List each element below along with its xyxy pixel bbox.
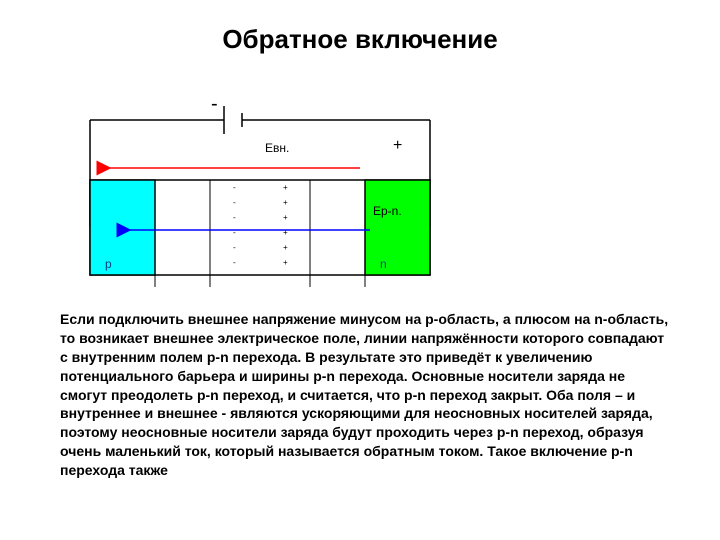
scale-ticks bbox=[155, 275, 365, 287]
plus-sign: + bbox=[393, 137, 402, 154]
svg-text:-: - bbox=[233, 198, 236, 207]
n-region bbox=[365, 180, 430, 275]
svg-text:+: + bbox=[283, 243, 288, 252]
svg-text:-: - bbox=[233, 183, 236, 192]
page-title: Обратное включение bbox=[0, 24, 720, 55]
external-field-label: Евн. bbox=[265, 141, 289, 155]
svg-text:+: + bbox=[283, 183, 288, 192]
internal-field-label: Еp-n. bbox=[373, 204, 402, 218]
charge-symbols: -+ -+ -+ -+ -+ -+ bbox=[233, 183, 288, 267]
svg-text:+: + bbox=[283, 213, 288, 222]
minus-sign: - bbox=[211, 93, 218, 115]
svg-text:-: - bbox=[233, 258, 236, 267]
svg-text:-: - bbox=[233, 213, 236, 222]
svg-text:+: + bbox=[283, 198, 288, 207]
n-label: n bbox=[380, 257, 387, 271]
p-label: p bbox=[105, 257, 112, 271]
svg-text:-: - bbox=[233, 243, 236, 252]
svg-text:+: + bbox=[283, 258, 288, 267]
pn-junction-diagram: -+ -+ -+ -+ -+ -+ Евн. Еp-n. - + p n bbox=[75, 90, 455, 290]
depletion-lines bbox=[155, 180, 365, 275]
description-paragraph: Если подключить внешнее напряжение минус… bbox=[60, 310, 670, 480]
p-region bbox=[90, 180, 155, 275]
